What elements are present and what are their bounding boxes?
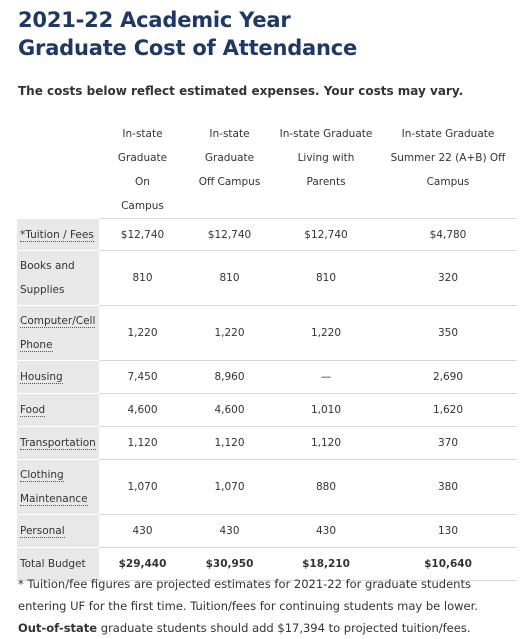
table-cell: 880: [273, 459, 379, 515]
header-summer: In-state Graduate Summer 22 (A+B) Off Ca…: [390, 128, 506, 188]
table-cell: 810: [99, 250, 186, 306]
table-cell: 1,120: [186, 426, 273, 460]
total-row: Total Budget $29,440 $30,950 $18,210 $10…: [17, 547, 517, 581]
table-cell: 380: [379, 459, 517, 515]
header-with-parents: In-state Graduate Living with Parents: [279, 128, 373, 188]
row-label-computer[interactable]: Computer/Cell Phone: [17, 305, 99, 361]
table-cell: 430: [273, 514, 379, 548]
row-label-tuition[interactable]: *Tuition / Fees: [17, 218, 99, 251]
table-cell: 1,220: [99, 305, 186, 361]
table-cell: 1,220: [273, 305, 379, 361]
cost-table: In-state Graduate On Campus In-state Gra…: [17, 120, 517, 581]
row-label-personal[interactable]: Personal: [17, 514, 99, 548]
table-cell: $12,740: [273, 218, 379, 251]
table-cell: 2,690: [379, 360, 517, 394]
footnote-line-2: entering UF for the first time. Tuition/…: [18, 599, 478, 613]
header-off-campus: In-state Graduate Off Campus: [198, 128, 261, 188]
header-blank: [17, 120, 99, 219]
row-label-transportation[interactable]: Transportation: [17, 426, 99, 460]
title-line-1: 2021-22 Academic Year: [18, 8, 291, 32]
table-cell: 1,120: [99, 426, 186, 460]
table-row: Food 4,600 4,600 1,010 1,620: [17, 393, 517, 427]
table-row: Computer/Cell Phone 1,220 1,220 1,220 35…: [17, 305, 517, 361]
table-cell: 320: [379, 250, 517, 306]
table-cell: 1,010: [273, 393, 379, 427]
table-cell: 130: [379, 514, 517, 548]
table-cell: 810: [273, 250, 379, 306]
table-cell: 350: [379, 305, 517, 361]
title-line-2: Graduate Cost of Attendance: [18, 36, 358, 60]
row-label-clothing[interactable]: Clothing Maintenance: [17, 459, 99, 515]
table-cell: 4,600: [99, 393, 186, 427]
subtitle: The costs below reflect estimated expens…: [18, 84, 464, 98]
footnote-out-of-state: Out-of-state: [18, 621, 98, 635]
table-cell: 370: [379, 426, 517, 460]
row-label-housing[interactable]: Housing: [17, 360, 99, 394]
table-row: Transportation 1,120 1,120 1,120 370: [17, 426, 517, 460]
table-header-row: In-state Graduate On Campus In-state Gra…: [17, 120, 517, 219]
footnote-line-3: graduate students should add $17,394 to …: [97, 621, 471, 635]
table-cell: —: [273, 360, 379, 394]
table-row: Personal 430 430 430 130: [17, 514, 517, 548]
table-cell: 1,620: [379, 393, 517, 427]
total-cell: $10,640: [379, 547, 517, 581]
total-cell: $29,440: [99, 547, 186, 581]
table-cell: 430: [99, 514, 186, 548]
table-row: Clothing Maintenance 1,070 1,070 880 380: [17, 459, 517, 515]
header-on-campus: In-state Graduate On Campus: [117, 128, 168, 212]
table-cell: 430: [186, 514, 273, 548]
page-title: 2021-22 Academic Year Graduate Cost of A…: [18, 6, 357, 62]
table-row: Housing 7,450 8,960 — 2,690: [17, 360, 517, 394]
table-cell: $12,740: [99, 218, 186, 251]
table-cell: 7,450: [99, 360, 186, 394]
table-row: Books and Supplies 810 810 810 320: [17, 250, 517, 306]
footnote: * Tuition/fee figures are projected esti…: [18, 573, 518, 639]
total-cell: $30,950: [186, 547, 273, 581]
footnote-line-1: * Tuition/fee figures are projected esti…: [18, 577, 471, 591]
table-cell: 4,600: [186, 393, 273, 427]
row-label-books: Books and Supplies: [17, 250, 99, 306]
table-row: *Tuition / Fees $12,740 $12,740 $12,740 …: [17, 218, 517, 251]
total-cell: $18,210: [273, 547, 379, 581]
table-cell: 1,070: [99, 459, 186, 515]
row-label-food[interactable]: Food: [17, 393, 99, 427]
table-cell: $4,780: [379, 218, 517, 251]
table-cell: 1,220: [186, 305, 273, 361]
table-cell: $12,740: [186, 218, 273, 251]
table-cell: 810: [186, 250, 273, 306]
table-cell: 1,070: [186, 459, 273, 515]
row-label-total: Total Budget: [17, 547, 99, 581]
table-cell: 8,960: [186, 360, 273, 394]
table-cell: 1,120: [273, 426, 379, 460]
